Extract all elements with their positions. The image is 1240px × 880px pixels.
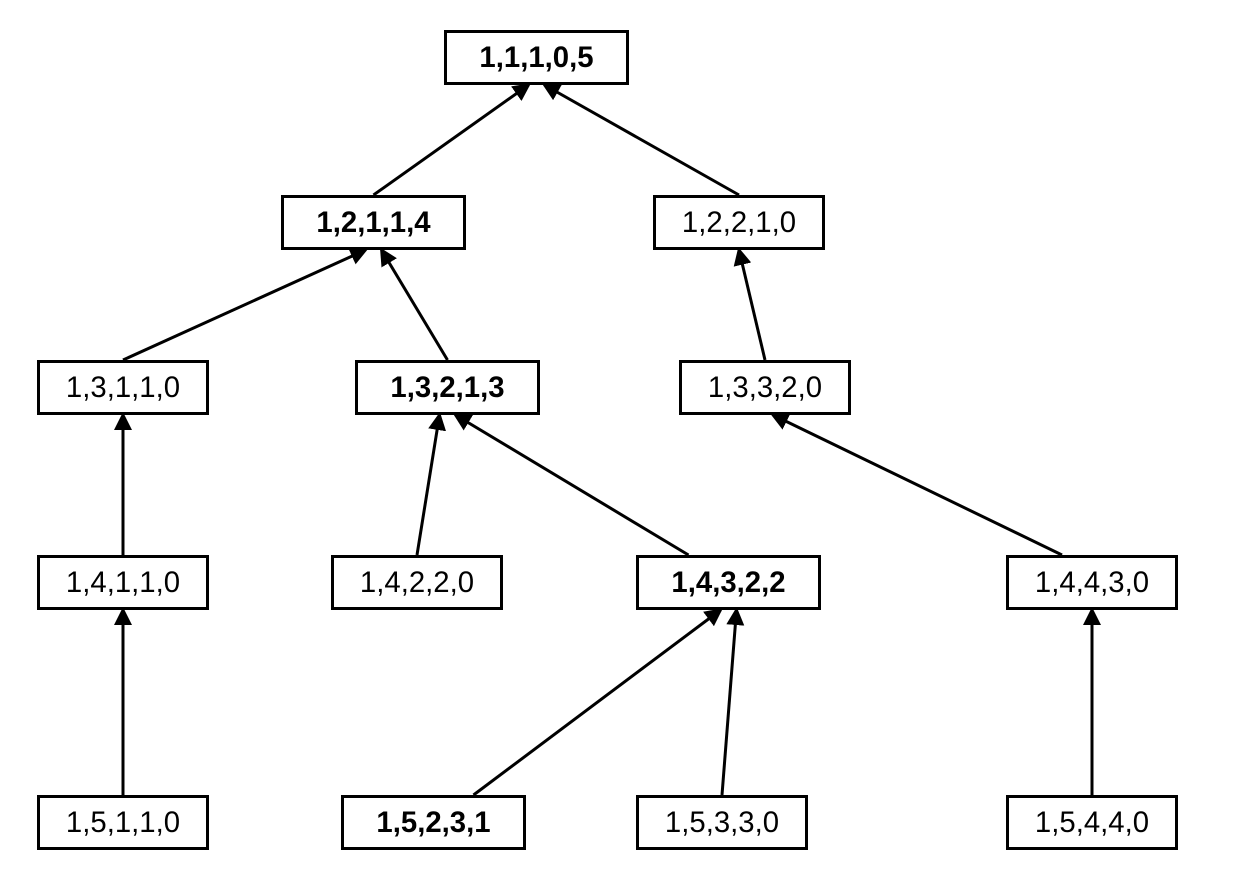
tree-edge [123,250,366,360]
tree-node-label: 1,2,1,1,4 [316,206,430,240]
tree-node-label: 1,3,1,1,0 [66,371,180,405]
tree-node: 1,1,1,0,5 [444,30,629,85]
tree-node-label: 1,1,1,0,5 [479,41,593,75]
tree-edge [417,415,440,555]
tree-node: 1,3,2,1,3 [355,360,540,415]
tree-node: 1,3,3,2,0 [679,360,851,415]
tree-edge [773,415,1062,555]
tree-edge [739,250,765,360]
tree-node-label: 1,4,4,3,0 [1035,566,1149,600]
tree-edge [374,85,529,195]
tree-node: 1,5,2,3,1 [341,795,526,850]
tree-node: 1,2,1,1,4 [281,195,466,250]
tree-node-label: 1,2,2,1,0 [682,206,796,240]
edges-layer [0,0,1240,880]
tree-edge [382,250,448,360]
tree-node-label: 1,3,2,1,3 [390,371,504,405]
tree-node: 1,2,2,1,0 [653,195,825,250]
tree-node: 1,3,1,1,0 [37,360,209,415]
tree-node: 1,5,1,1,0 [37,795,209,850]
tree-diagram: 1,1,1,0,5 1,2,1,1,4 1,2,2,1,0 1,3,1,1,0 1,3,… [0,0,1240,880]
tree-node-label: 1,4,2,2,0 [360,566,474,600]
tree-node-label: 1,5,1,1,0 [66,806,180,840]
tree-node: 1,4,4,3,0 [1006,555,1178,610]
tree-edge [722,610,737,795]
tree-edge [474,610,721,795]
tree-node-label: 1,3,3,2,0 [708,371,822,405]
tree-node-label: 1,5,4,4,0 [1035,806,1149,840]
tree-node-label: 1,4,1,1,0 [66,566,180,600]
tree-edge [456,415,689,555]
tree-edge [545,85,740,195]
tree-node: 1,4,1,1,0 [37,555,209,610]
tree-node-label: 1,4,3,2,2 [671,566,785,600]
tree-node: 1,4,2,2,0 [331,555,503,610]
tree-node: 1,5,4,4,0 [1006,795,1178,850]
tree-node-label: 1,5,3,3,0 [665,806,779,840]
tree-node-label: 1,5,2,3,1 [376,806,490,840]
tree-node: 1,5,3,3,0 [636,795,808,850]
tree-node: 1,4,3,2,2 [636,555,821,610]
